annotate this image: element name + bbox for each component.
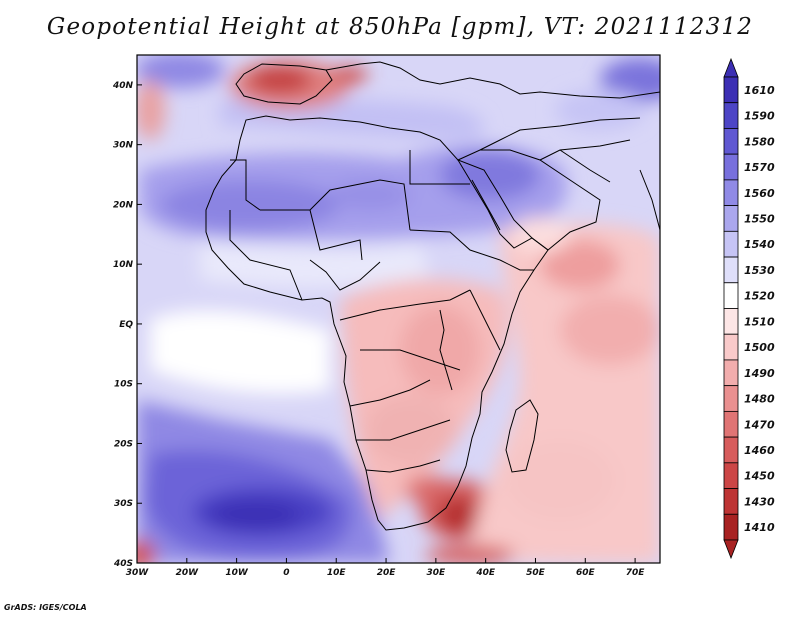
lat-tick-label: 40S [113, 559, 133, 569]
height-field [137, 55, 660, 563]
lat-tick-label: 30S [114, 499, 133, 509]
colorbar-swatch [723, 385, 739, 412]
colorbar-label: 1580 [744, 135, 775, 148]
colorbar-label: 1470 [744, 418, 775, 431]
great-lakes [439, 309, 453, 391]
sudan-border [409, 229, 501, 261]
colorbar-label: 1450 [744, 470, 775, 483]
southern-border-1 [349, 379, 431, 407]
africa-coastline [205, 115, 549, 531]
colorbar-top-arrow [723, 57, 739, 78]
colorbar-label: 1540 [744, 238, 775, 251]
colorbar-swatch [723, 76, 739, 104]
lon-tick-label: 60E [576, 568, 596, 578]
westafrica-border [229, 210, 303, 301]
lat-tick-label: 20N [113, 200, 134, 210]
colorbar-swatch [723, 308, 739, 335]
mideast-border-1 [479, 117, 641, 151]
lat-tick-label: 20S [114, 439, 133, 449]
lon-tick-label: 30E [427, 568, 447, 578]
colorbar-swatch [723, 102, 739, 129]
lon-tick-label: 40E [475, 568, 496, 578]
colorbar-swatch [723, 282, 739, 309]
lat-tick-label: EQ [119, 320, 133, 330]
sahara-border-2 [260, 179, 411, 231]
colorbar-swatch [723, 333, 739, 361]
colorbar-swatch [723, 462, 739, 489]
lon-tick-label: 0 [283, 568, 289, 578]
colorbar-swatch [723, 410, 739, 438]
colorbar-label: 1520 [744, 290, 775, 303]
colorbar-label: 1490 [744, 367, 775, 380]
east-border [469, 289, 501, 351]
colorbar-label: 1570 [744, 161, 775, 174]
colorbar-label: 1590 [744, 110, 775, 123]
persian-gulf [559, 149, 611, 183]
europe-coast [325, 61, 660, 99]
colorbar-swatch [723, 179, 739, 207]
congo-border [339, 289, 471, 321]
lat-tick-label: 10S [114, 380, 133, 390]
plot-frame [136, 54, 661, 564]
lat-tick-label: 10N [113, 260, 134, 270]
lat-tick-label: 40N [112, 81, 134, 91]
colorbar-label: 1480 [744, 393, 775, 406]
lat-tick-label: 30N [113, 141, 134, 151]
colorbar-label: 1410 [744, 521, 775, 534]
southern-border-2 [356, 419, 451, 441]
colorbar-swatch [723, 230, 739, 258]
colorbar-swatch [723, 153, 739, 181]
colorbar-swatch [723, 205, 739, 232]
lon-tick-label: 30W [126, 568, 150, 578]
horn-border [499, 259, 534, 271]
colorbar-swatch [723, 359, 739, 387]
southern-border-3 [365, 459, 441, 473]
field-shading [137, 55, 660, 563]
colorbar: 1610 1590 1580 1570 1560 1550 1540 1530 1520 1510… [723, 57, 775, 560]
colorbar-swatch [723, 488, 739, 515]
lon-tick-label: 10W [225, 568, 249, 578]
lon-tick-label: 20W [176, 568, 200, 578]
egypt-border [409, 150, 470, 185]
coastlines-borders [205, 61, 660, 531]
madagascar [505, 399, 539, 473]
mideast-border-2 [539, 139, 631, 161]
colorbar-swatch [723, 513, 739, 541]
colorbar-label: 1430 [744, 495, 775, 508]
colorbar-label: 1500 [744, 341, 775, 354]
arabia-coast [456, 149, 601, 251]
lon-tick-label: 20E [377, 568, 397, 578]
chart-title: Geopotential Height at 850hPa [gpm], VT:… [46, 14, 754, 40]
lon-tick-label: 50E [526, 568, 546, 578]
red-sea [471, 179, 501, 231]
colorbar-bottom-arrow [723, 539, 739, 560]
colorbar-swatch [723, 256, 739, 284]
credit-label: GrADS: IGES/COLA [4, 603, 87, 612]
nigeria-border [309, 259, 381, 291]
india-coast [639, 169, 660, 231]
iberia-coast [235, 63, 333, 105]
sahara-border-3 [309, 209, 363, 261]
colorbar-swatch [723, 436, 739, 464]
colorbar-label: 1550 [744, 212, 775, 225]
colorbar-label: 1460 [744, 444, 775, 457]
colorbar-swatch [723, 128, 739, 155]
colorbar-label: 1560 [744, 187, 775, 200]
colorbar-label: 1510 [744, 315, 775, 328]
colorbar-label: 1610 [744, 84, 775, 97]
sahara-border-1 [230, 159, 261, 211]
lon-tick-label: 10E [327, 568, 347, 578]
colorbar-label: 1530 [744, 264, 775, 277]
lon-tick-label: 70E [626, 568, 646, 578]
